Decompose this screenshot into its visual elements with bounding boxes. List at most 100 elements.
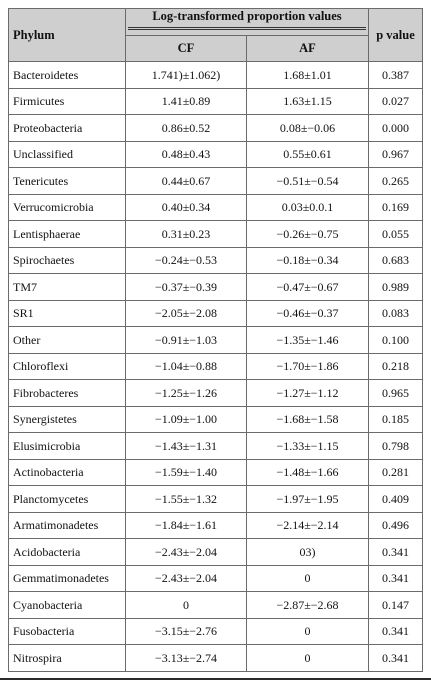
af-value-cell: 1.63±1.15 bbox=[246, 87, 369, 115]
cf-value-cell: −1.04±−0.88 bbox=[125, 352, 247, 380]
cf-value-cell: −1.09±−1.00 bbox=[125, 405, 247, 433]
table-row: Tenericutes 0.44±0.67 −0.51±−0.54 0.265 bbox=[8, 167, 423, 195]
phylum-cell: Gemmatimonadetes bbox=[8, 564, 126, 592]
phylum-cell: TM7 bbox=[8, 273, 126, 301]
phylum-cell: Firmicutes bbox=[8, 87, 126, 115]
header-row-sub: CF AF bbox=[9, 34, 423, 62]
phylum-header: Phylum bbox=[8, 8, 126, 62]
af-value-cell: −2.87±−2.68 bbox=[246, 591, 369, 619]
phylum-cell: Fibrobacteres bbox=[8, 379, 126, 407]
bottom-rule bbox=[0, 678, 431, 680]
phylum-cell: Lentisphaerae bbox=[8, 220, 126, 248]
af-value-cell: 1.68±1.01 bbox=[246, 61, 369, 89]
double-rule bbox=[128, 27, 366, 30]
cf-value-cell: 0 bbox=[125, 591, 247, 619]
phylum-cell: Cyanobacteria bbox=[8, 591, 126, 619]
phylum-cell: Nitrospira bbox=[8, 644, 126, 672]
table-row: Unclassified 0.48±0.43 0.55±0.61 0.967 bbox=[8, 140, 423, 168]
cf-value-cell: 0.40±0.34 bbox=[125, 193, 247, 221]
af-value-cell: −0.18±−0.34 bbox=[246, 246, 369, 274]
af-value-cell: 03) bbox=[246, 538, 369, 566]
af-value-cell: −1.48±−1.66 bbox=[246, 458, 369, 486]
table-row: Gemmatimonadetes −2.43±−2.04 0 0.341 bbox=[8, 564, 423, 592]
p-value-cell: 0.218 bbox=[368, 352, 423, 380]
phylum-cell: Other bbox=[8, 326, 126, 354]
phylum-cell: Synergistetes bbox=[8, 405, 126, 433]
p-value-cell: 0.341 bbox=[368, 564, 423, 592]
cf-value-cell: 0.44±0.67 bbox=[125, 167, 247, 195]
cf-value-cell: −2.05±−2.08 bbox=[125, 299, 247, 327]
cf-value-cell: 0.48±0.43 bbox=[125, 140, 247, 168]
cf-value-cell: −0.37±−0.39 bbox=[125, 273, 247, 301]
table-row: Spirochaetes −0.24±−0.53 −0.18±−0.34 0.683 bbox=[8, 246, 423, 274]
table-row: Chloroflexi −1.04±−0.88 −1.70±−1.86 0.218 bbox=[8, 352, 423, 380]
phylum-comparison-table: Phylum Log-transformed proportion values… bbox=[8, 8, 423, 672]
phylum-cell: Armatimonadetes bbox=[8, 511, 126, 539]
table-row: Lentisphaerae 0.31±0.23 −0.26±−0.75 0.055 bbox=[8, 220, 423, 248]
p-value-cell: 0.341 bbox=[368, 538, 423, 566]
phylum-cell: Acidobacteria bbox=[8, 538, 126, 566]
p-value-cell: 0.265 bbox=[368, 167, 423, 195]
cf-value-cell: 0.86±0.52 bbox=[125, 114, 247, 142]
p-value-cell: 0.000 bbox=[368, 114, 423, 142]
phylum-cell: Verrucomicrobia bbox=[8, 193, 126, 221]
phylum-cell: Spirochaetes bbox=[8, 246, 126, 274]
table-row: Fibrobacteres −1.25±−1.26 −1.27±−1.12 0.965 bbox=[8, 379, 423, 407]
cf-value-cell: −2.43±−2.04 bbox=[125, 538, 247, 566]
table-row: SR1 −2.05±−2.08 −0.46±−0.37 0.083 bbox=[8, 299, 423, 327]
af-value-cell: −0.26±−0.75 bbox=[246, 220, 369, 248]
cf-value-cell: −1.55±−1.32 bbox=[125, 485, 247, 513]
cf-value-cell: 0.31±0.23 bbox=[125, 220, 247, 248]
table-header: Phylum Log-transformed proportion values… bbox=[8, 8, 423, 62]
af-value-cell: −1.33±−1.15 bbox=[246, 432, 369, 460]
table-row: Proteobacteria 0.86±0.52 0.08±−0.06 0.000 bbox=[8, 114, 423, 142]
cf-value-cell: −1.59±−1.40 bbox=[125, 458, 247, 486]
af-value-cell: 0 bbox=[246, 644, 369, 672]
table-row: Synergistetes −1.09±−1.00 −1.68±−1.58 0.185 bbox=[8, 405, 423, 433]
p-value-cell: 0.083 bbox=[368, 299, 423, 327]
table-row: Fusobacteria −3.15±−2.76 0 0.341 bbox=[8, 617, 423, 645]
cf-value-cell: 1.41±0.89 bbox=[125, 87, 247, 115]
cf-value-cell: −3.15±−2.76 bbox=[125, 617, 247, 645]
af-value-cell: −1.97±−1.95 bbox=[246, 485, 369, 513]
phylum-cell: Planctomycetes bbox=[8, 485, 126, 513]
phylum-cell: Elusimicrobia bbox=[8, 432, 126, 460]
af-value-cell: −0.51±−0.54 bbox=[246, 167, 369, 195]
table-row: Armatimonadetes −1.84±−1.61 −2.14±−2.14 0.4… bbox=[8, 511, 423, 539]
p-value-cell: 0.496 bbox=[368, 511, 423, 539]
p-value-cell: 0.387 bbox=[368, 61, 423, 89]
p-value-cell: 0.409 bbox=[368, 485, 423, 513]
p-value-header: p value bbox=[368, 8, 423, 62]
af-value-cell: 0.08±−0.06 bbox=[246, 114, 369, 142]
cf-value-cell: −2.43±−2.04 bbox=[125, 564, 247, 592]
p-value-cell: 0.027 bbox=[368, 87, 423, 115]
table-row: Other −0.91±−1.03 −1.35±−1.46 0.100 bbox=[8, 326, 423, 354]
cf-value-cell: −0.91±−1.03 bbox=[125, 326, 247, 354]
cf-value-cell: 1.741)±1.062) bbox=[125, 61, 247, 89]
table-row: Actinobacteria −1.59±−1.40 −1.48±−1.66 0.28… bbox=[8, 458, 423, 486]
table-row: Planctomycetes −1.55±−1.32 −1.97±−1.95 0.40… bbox=[8, 485, 423, 513]
phylum-cell: Tenericutes bbox=[8, 167, 126, 195]
phylum-cell: Actinobacteria bbox=[8, 458, 126, 486]
p-value-cell: 0.967 bbox=[368, 140, 423, 168]
p-value-cell: 0.989 bbox=[368, 273, 423, 301]
p-value-cell: 0.798 bbox=[368, 432, 423, 460]
af-value-cell: −1.27±−1.12 bbox=[246, 379, 369, 407]
table-body: Bacteroidetes 1.741)±1.062) 1.68±1.01 0.387… bbox=[8, 61, 423, 672]
group-header-label: Log-transformed proportion values bbox=[152, 9, 342, 23]
af-header: AF bbox=[246, 34, 369, 62]
p-value-cell: 0.965 bbox=[368, 379, 423, 407]
cf-value-cell: −1.84±−1.61 bbox=[125, 511, 247, 539]
cf-header: CF bbox=[125, 34, 247, 62]
af-value-cell: 0 bbox=[246, 564, 369, 592]
af-value-cell: 0 bbox=[246, 617, 369, 645]
af-value-cell: −1.35±−1.46 bbox=[246, 326, 369, 354]
cf-value-cell: −0.24±−0.53 bbox=[125, 246, 247, 274]
table-row: Bacteroidetes 1.741)±1.062) 1.68±1.01 0.387 bbox=[8, 61, 423, 89]
table-row: Verrucomicrobia 0.40±0.34 0.03±0.0.1 0.169 bbox=[8, 193, 423, 221]
phylum-cell: Chloroflexi bbox=[8, 352, 126, 380]
p-value-cell: 0.341 bbox=[368, 617, 423, 645]
p-value-cell: 0.683 bbox=[368, 246, 423, 274]
cf-value-cell: −1.43±−1.31 bbox=[125, 432, 247, 460]
